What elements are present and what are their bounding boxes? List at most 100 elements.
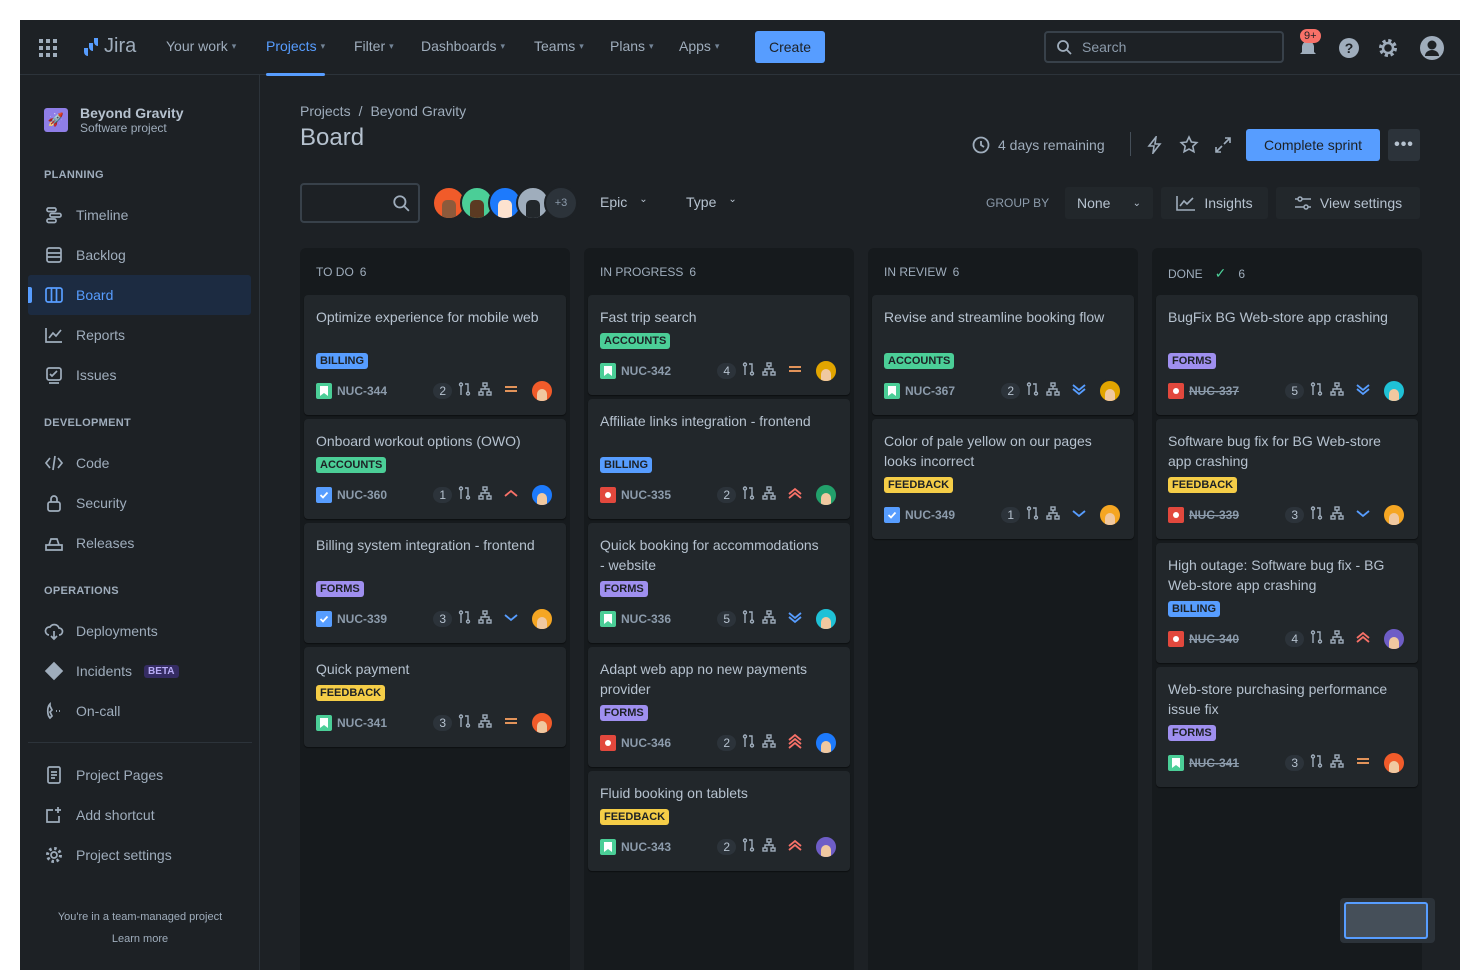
issue-card[interactable]: Revise and streamline booking flow ACCOUN… xyxy=(872,295,1134,415)
issue-key[interactable]: NUC-343 xyxy=(621,840,672,854)
epic-label[interactable]: FORMS xyxy=(600,581,648,597)
nav-apps[interactable]: Apps ▾ xyxy=(679,38,720,54)
breadcrumb-projects[interactable]: Projects xyxy=(300,103,351,119)
epic-label[interactable]: ACCOUNTS xyxy=(884,353,955,369)
type-filter[interactable]: Type ⌄ xyxy=(686,194,737,210)
issue-card[interactable]: Optimize experience for mobile web BILLIN… xyxy=(304,295,566,415)
issue-card[interactable]: Adapt web app no new payments provider FO… xyxy=(588,647,850,767)
issue-key[interactable]: NUC-346 xyxy=(621,736,672,750)
epic-label[interactable]: FORMS xyxy=(316,581,364,597)
board-search-input[interactable] xyxy=(300,183,420,223)
learn-more-link[interactable]: Learn more xyxy=(111,933,169,945)
help-icon[interactable]: ? xyxy=(1338,37,1360,59)
epic-label[interactable]: FEEDBACK xyxy=(600,809,670,825)
star-icon[interactable] xyxy=(1179,135,1199,155)
nav-teams[interactable]: Teams ▾ xyxy=(534,38,584,54)
sidebar-item-releases[interactable]: Releases xyxy=(28,523,251,563)
nav-dashboards[interactable]: Dashboards ▾ xyxy=(421,38,506,54)
nav-plans[interactable]: Plans ▾ xyxy=(610,38,654,54)
issue-card[interactable]: Color of pale yellow on our pages looks … xyxy=(872,419,1134,539)
breadcrumb-project[interactable]: Beyond Gravity xyxy=(370,103,467,119)
assignee-avatar[interactable] xyxy=(1382,627,1406,651)
issue-card[interactable]: Onboard workout options (OWO) ACCOUNTS NUC… xyxy=(304,419,566,519)
issue-key[interactable]: NUC-335 xyxy=(621,488,672,502)
more-actions-button[interactable]: ••• xyxy=(1388,129,1420,161)
group-by-select[interactable]: None ⌄ xyxy=(1065,187,1153,219)
epic-label[interactable]: BILLING xyxy=(316,353,368,369)
assignee-avatar[interactable] xyxy=(1098,379,1122,403)
app-switcher-icon[interactable] xyxy=(39,39,57,57)
notifications-button[interactable]: 9+ xyxy=(1298,29,1321,58)
issue-card[interactable]: High outage: Software bug fix - BG Web-s… xyxy=(1156,543,1418,663)
assignee-avatar[interactable] xyxy=(814,835,838,859)
minimap-widget[interactable] xyxy=(1340,898,1435,943)
assignee-avatar[interactable] xyxy=(530,711,554,735)
issue-key[interactable]: NUC-337 xyxy=(1189,384,1240,398)
issue-key[interactable]: NUC-340 xyxy=(1189,632,1240,646)
issue-card[interactable]: Affiliate links integration - frontend BI… xyxy=(588,399,850,519)
epic-label[interactable]: FEEDBACK xyxy=(1168,477,1238,493)
search-input[interactable]: Search xyxy=(1044,31,1284,63)
epic-label[interactable]: BILLING xyxy=(600,457,652,473)
insights-button[interactable]: Insights xyxy=(1161,187,1268,219)
avatar-filter[interactable] xyxy=(516,186,550,220)
assignee-avatar[interactable] xyxy=(530,379,554,403)
issue-key[interactable]: NUC-344 xyxy=(337,384,388,398)
assignee-avatar[interactable] xyxy=(814,607,838,631)
jira-logo[interactable]: Jira xyxy=(80,35,136,58)
sidebar-item-code[interactable]: Code xyxy=(28,443,251,483)
assignee-avatar[interactable] xyxy=(1098,503,1122,527)
issue-card[interactable]: Fluid booking on tablets FEEDBACK NUC-343 2 xyxy=(588,771,850,871)
nav-projects[interactable]: Projects ▾ xyxy=(266,38,326,76)
minimap-viewport[interactable] xyxy=(1344,902,1428,939)
epic-label[interactable]: ACCOUNTS xyxy=(316,457,387,473)
assignee-avatar[interactable] xyxy=(814,359,838,383)
epic-filter[interactable]: Epic ⌄ xyxy=(600,194,648,210)
sidebar-item-project-pages[interactable]: Project Pages xyxy=(28,755,251,795)
issue-key[interactable]: NUC-349 xyxy=(905,508,956,522)
issue-card[interactable]: Billing system integration - frontend FOR… xyxy=(304,523,566,643)
assignee-avatar[interactable] xyxy=(530,607,554,631)
sidebar-item-add-shortcut[interactable]: Add shortcut xyxy=(28,795,251,835)
issue-key[interactable]: NUC-339 xyxy=(1189,508,1240,522)
issue-card[interactable]: Quick booking for accommodations - websi… xyxy=(588,523,850,643)
assignee-avatar[interactable] xyxy=(1382,379,1406,403)
issue-key[interactable]: NUC-341 xyxy=(337,716,388,730)
profile-avatar-icon[interactable] xyxy=(1419,35,1445,61)
issue-card[interactable]: BugFix BG Web-store app crashing FORMS NUC… xyxy=(1156,295,1418,415)
epic-label[interactable]: FEEDBACK xyxy=(316,685,386,701)
issue-key[interactable]: NUC-339 xyxy=(337,612,388,626)
more-avatars-button[interactable]: +3 xyxy=(544,186,578,220)
issue-card[interactable]: Web-store purchasing performance issue f… xyxy=(1156,667,1418,787)
epic-label[interactable]: FORMS xyxy=(1168,353,1216,369)
issue-key[interactable]: NUC-367 xyxy=(905,384,956,398)
assignee-avatar[interactable] xyxy=(814,731,838,755)
sidebar-item-security[interactable]: Security xyxy=(28,483,251,523)
issue-card[interactable]: Software bug fix for BG Web-store app cr… xyxy=(1156,419,1418,539)
project-header[interactable]: 🚀 Beyond Gravity Software project xyxy=(44,105,183,135)
complete-sprint-button[interactable]: Complete sprint xyxy=(1246,129,1380,161)
automation-lightning-icon[interactable] xyxy=(1146,136,1164,154)
sidebar-item-issues[interactable]: Issues xyxy=(28,355,251,395)
view-settings-button[interactable]: View settings xyxy=(1276,187,1420,219)
sidebar-item-timeline[interactable]: Timeline xyxy=(28,195,251,235)
epic-label[interactable]: ACCOUNTS xyxy=(600,333,671,349)
nav-filter[interactable]: Filter ▾ xyxy=(354,38,394,54)
create-button[interactable]: Create xyxy=(755,31,825,63)
assignee-avatar[interactable] xyxy=(530,483,554,507)
issue-card[interactable]: Fast trip search ACCOUNTS NUC-342 4 xyxy=(588,295,850,395)
epic-label[interactable]: FORMS xyxy=(1168,725,1216,741)
sidebar-item-reports[interactable]: Reports xyxy=(28,315,251,355)
issue-key[interactable]: NUC-341 xyxy=(1189,756,1240,770)
assignee-avatar[interactable] xyxy=(1382,503,1406,527)
issue-key[interactable]: NUC-342 xyxy=(621,364,672,378)
sidebar-item-on-call[interactable]: On-call xyxy=(28,691,251,731)
sidebar-item-deployments[interactable]: Deployments xyxy=(28,611,251,651)
assignee-avatar[interactable] xyxy=(814,483,838,507)
sidebar-item-incidents[interactable]: Incidents BETA xyxy=(28,651,251,691)
issue-key[interactable]: NUC-336 xyxy=(621,612,672,626)
sidebar-item-board[interactable]: Board xyxy=(28,275,251,315)
sidebar-item-backlog[interactable]: Backlog xyxy=(28,235,251,275)
issue-key[interactable]: NUC-360 xyxy=(337,488,388,502)
epic-label[interactable]: FEEDBACK xyxy=(884,477,954,493)
